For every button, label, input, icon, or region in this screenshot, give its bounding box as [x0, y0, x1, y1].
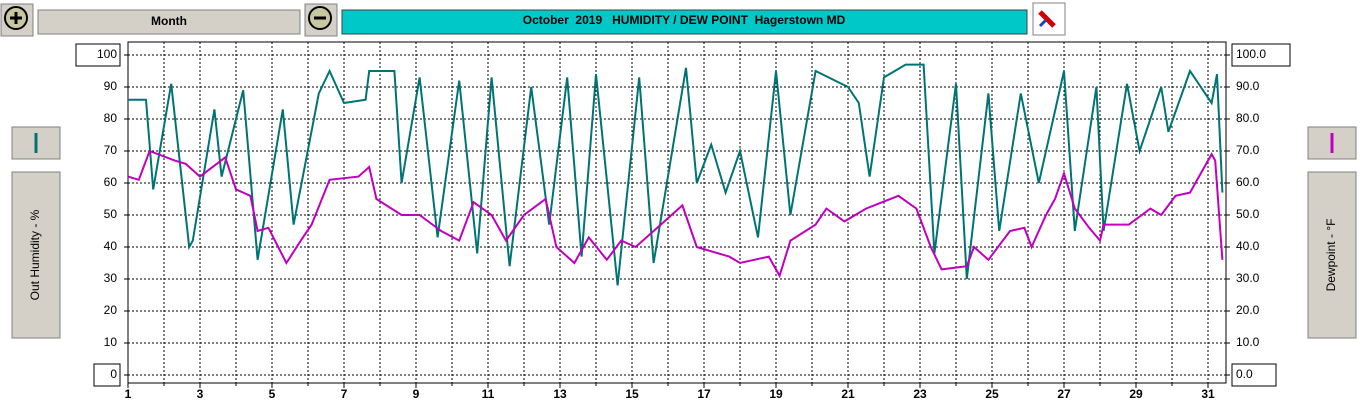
x-tick-label: 19 — [769, 387, 783, 401]
humidity-axis-button[interactable]: Out Humidity - % — [11, 171, 61, 339]
y2-tick-box — [1231, 43, 1291, 67]
y-tick-label: 70 — [104, 143, 118, 157]
y2-tick-label: 50.0 — [1236, 207, 1260, 221]
y-tick-label: 90 — [104, 79, 118, 93]
clear-button[interactable] — [1032, 2, 1066, 36]
x-tick-label: 5 — [269, 387, 276, 401]
x-tick-label: 27 — [1057, 387, 1071, 401]
y-tick-label: 50 — [104, 207, 118, 221]
y-tick-label: 0 — [110, 367, 117, 381]
x-tick-label: 7 — [341, 387, 348, 401]
y2-tick-label: 80.0 — [1236, 111, 1260, 125]
y2-tick-label: 10.0 — [1236, 335, 1260, 349]
title-bar: October 2019 HUMIDITY / DEW POINT Hagers… — [341, 9, 1028, 35]
humidity-legend-button[interactable] — [11, 126, 61, 160]
y2-tick-label: 100.0 — [1236, 47, 1266, 61]
period-label: Month — [151, 14, 187, 28]
y-tick-box — [75, 43, 121, 67]
x-tick-label: 3 — [197, 387, 204, 401]
y-tick-label: 100 — [97, 47, 117, 61]
x-tick-label: 29 — [1129, 387, 1143, 401]
x-tick-label: 21 — [841, 387, 855, 401]
y2-tick-label: 90.0 — [1236, 79, 1260, 93]
x-tick-label: 11 — [482, 387, 495, 401]
plot-area — [127, 41, 1227, 384]
y-tick-box — [93, 363, 121, 387]
x-tick-label: 17 — [697, 387, 711, 401]
period-button[interactable]: Month — [37, 9, 301, 35]
dewpoint-axis-button[interactable]: Dewpoint - °F — [1307, 171, 1357, 339]
y2-tick-label: 60.0 — [1236, 175, 1260, 189]
x-tick-label: 1 — [125, 387, 132, 401]
y2-tick-label: 40.0 — [1236, 239, 1260, 253]
y2-axis-label: Dewpoint - °F — [1324, 219, 1338, 292]
y-tick-label: 10 — [104, 335, 118, 349]
y-tick-label: 30 — [104, 271, 118, 285]
x-tick-label: 25 — [985, 387, 999, 401]
y-axis-label: Out Humidity - % — [28, 209, 42, 300]
chart-title: October 2019 HUMIDITY / DEW POINT Hagers… — [523, 13, 846, 27]
y2-tick-label: 0.0 — [1236, 367, 1253, 381]
x-tick-label: 13 — [553, 387, 567, 401]
x-tick-label: 31 — [1201, 387, 1215, 401]
zoom-out-button[interactable] — [304, 3, 338, 37]
series-line — [128, 63, 1224, 286]
y-tick-label: 20 — [104, 303, 118, 317]
y2-tick-label: 20.0 — [1236, 303, 1260, 317]
series-line — [127, 149, 1224, 279]
x-tick-label: 9 — [413, 387, 420, 401]
y-tick-label: 40 — [104, 239, 118, 253]
x-tick-label: 15 — [625, 387, 639, 401]
dewpoint-legend-button[interactable] — [1307, 126, 1357, 160]
y2-tick-label: 70.0 — [1236, 143, 1260, 157]
y-tick-label: 60 — [104, 175, 118, 189]
y2-tick-label: 30.0 — [1236, 271, 1260, 285]
zoom-in-button[interactable] — [0, 3, 34, 37]
y-tick-label: 80 — [104, 111, 118, 125]
y2-tick-box — [1231, 363, 1277, 387]
x-tick-label: 23 — [913, 387, 927, 401]
